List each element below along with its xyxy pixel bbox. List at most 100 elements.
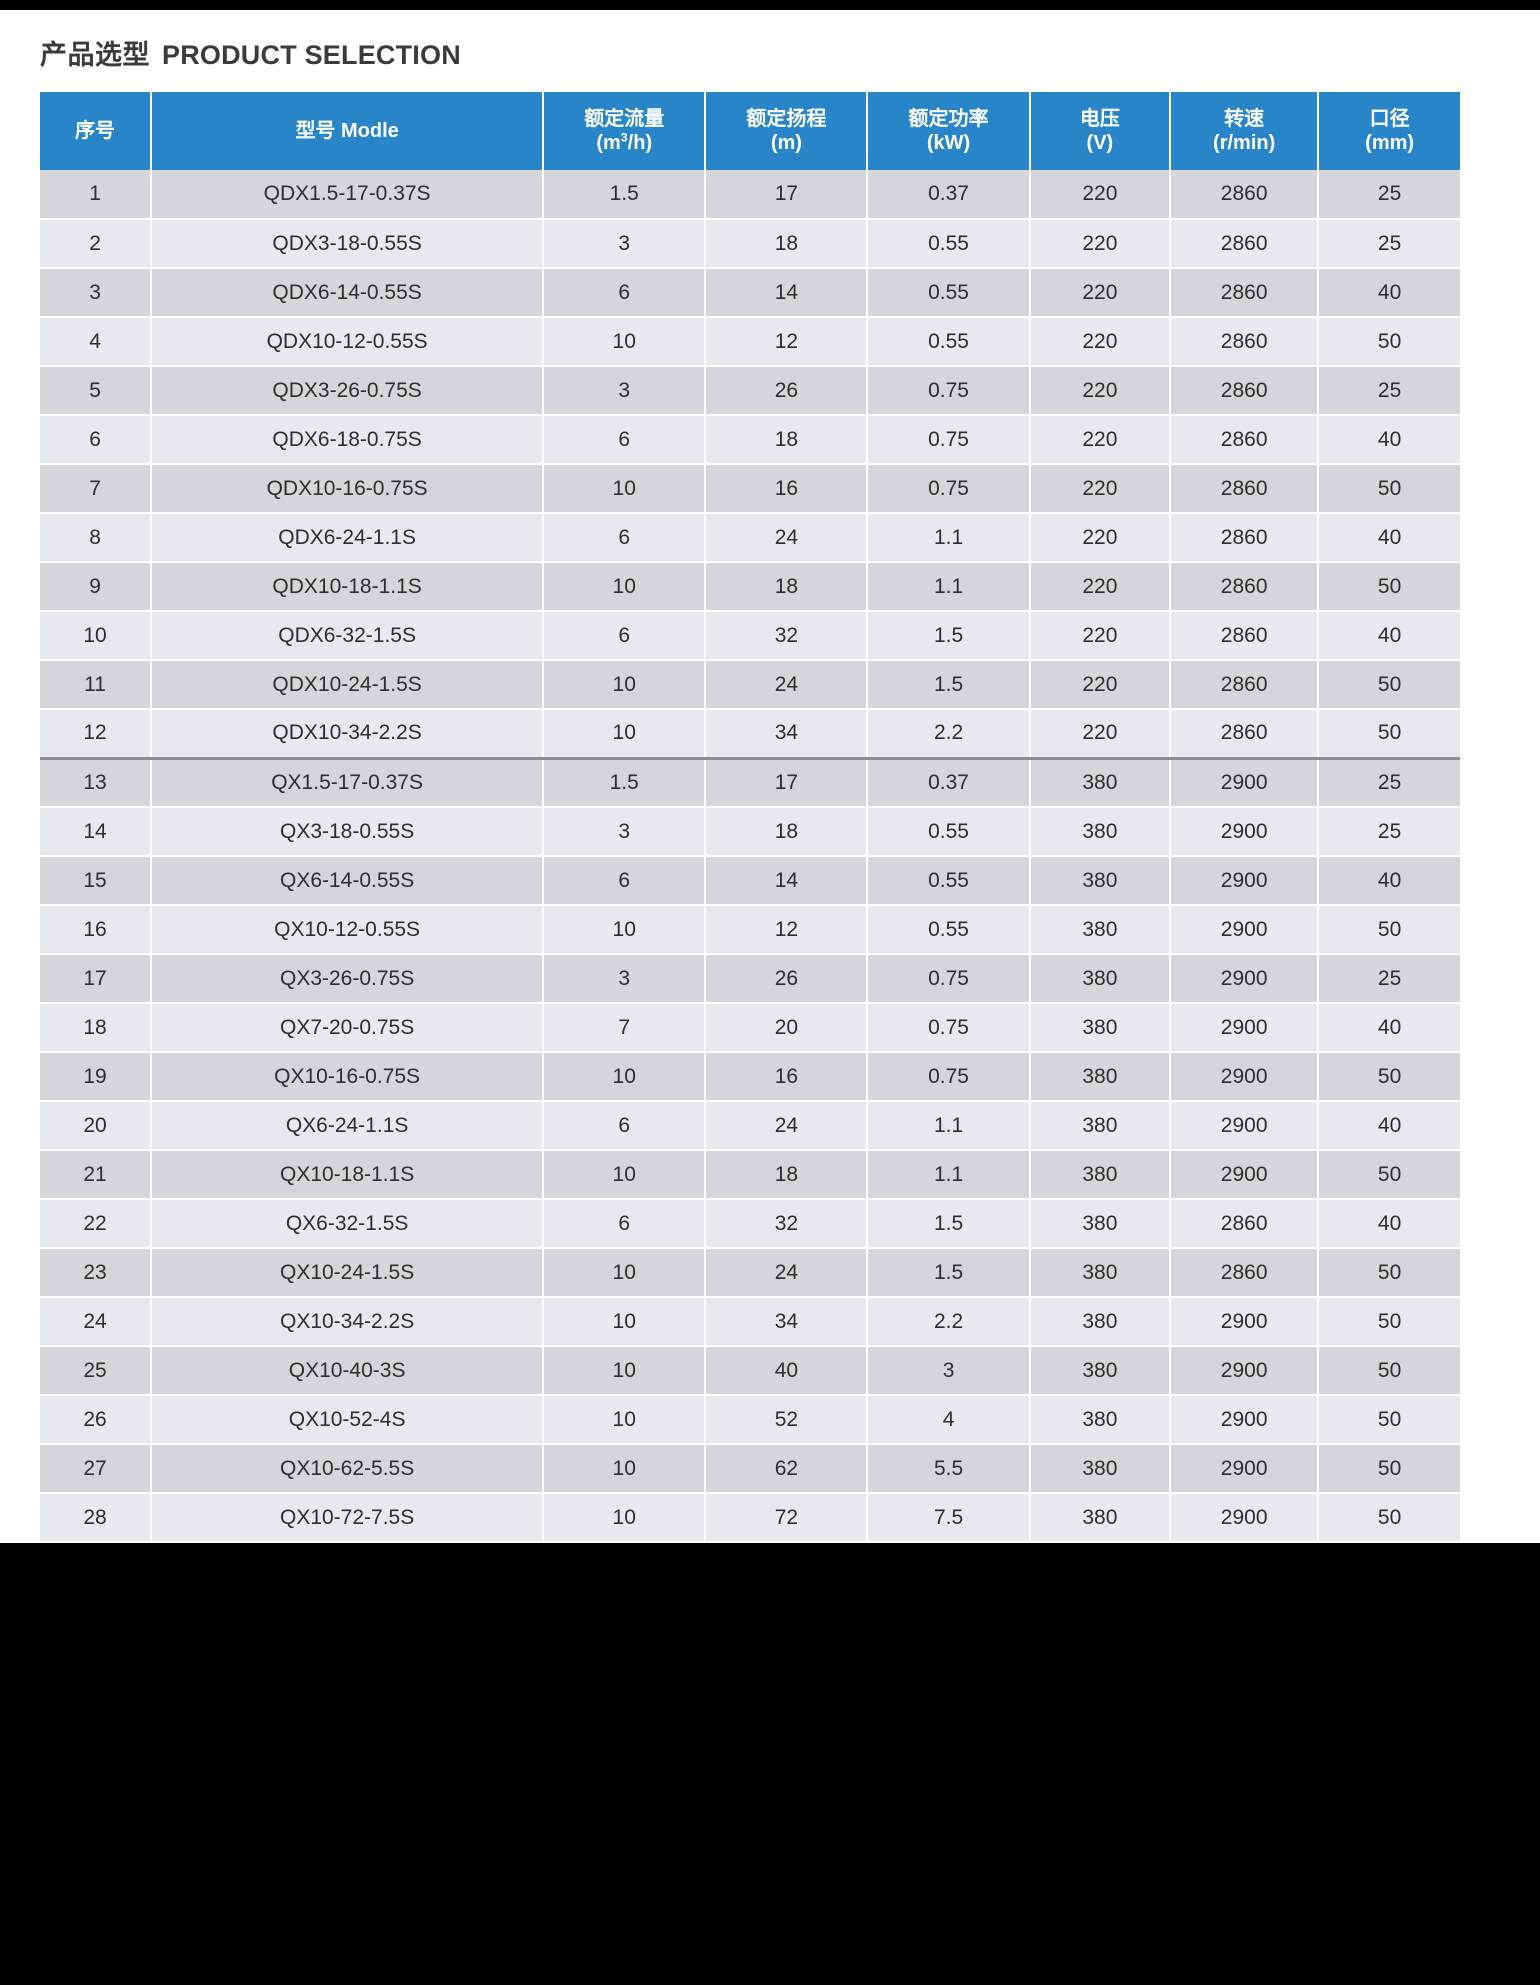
cell-flow: 10: [543, 1395, 707, 1445]
cell-dia: 25: [1318, 219, 1460, 269]
page-title: 产品选型 PRODUCT SELECTION: [40, 10, 1500, 92]
table-row[interactable]: 5 QDX3-26-0.75S 3 26 0.75 220 2860 25: [40, 366, 1460, 416]
cell-head: 34: [705, 1297, 869, 1347]
cell-head: 16: [705, 1052, 869, 1102]
cell-idx: 13: [40, 756, 153, 808]
cell-power: 1.1: [867, 562, 1031, 612]
cell-dia: 50: [1318, 1150, 1460, 1200]
cell-power: 4: [867, 1395, 1031, 1445]
table-row[interactable]: 3 QDX6-14-0.55S 6 14 0.55 220 2860 40: [40, 268, 1460, 318]
cell-speed: 2900: [1170, 756, 1320, 808]
cell-power: 0.75: [867, 366, 1031, 416]
table-row[interactable]: 28 QX10-72-7.5S 10 72 7.5 380 2900 50: [40, 1493, 1460, 1543]
cell-idx: 7: [40, 464, 153, 514]
cell-model: QX6-32-1.5S: [151, 1199, 545, 1249]
table-row[interactable]: 26 QX10-52-4S 10 52 4 380 2900 50: [40, 1395, 1460, 1445]
cell-idx: 12: [40, 709, 153, 759]
cell-head: 14: [705, 856, 869, 906]
cell-model: QX3-18-0.55S: [151, 807, 545, 857]
table-row[interactable]: 4 QDX10-12-0.55S 10 12 0.55 220 2860 50: [40, 317, 1460, 367]
cell-speed: 2900: [1170, 1493, 1320, 1543]
cell-speed: 2860: [1170, 268, 1320, 318]
cell-head: 14: [705, 268, 869, 318]
cell-head: 24: [705, 1248, 869, 1298]
table-row[interactable]: 19 QX10-16-0.75S 10 16 0.75 380 2900 50: [40, 1052, 1460, 1102]
table-row[interactable]: 20 QX6-24-1.1S 6 24 1.1 380 2900 40: [40, 1101, 1460, 1151]
cell-volt: 220: [1029, 709, 1172, 759]
table-row[interactable]: 9 QDX10-18-1.1S 10 18 1.1 220 2860 50: [40, 562, 1460, 612]
table-row[interactable]: 23 QX10-24-1.5S 10 24 1.5 380 2860 50: [40, 1248, 1460, 1298]
cell-dia: 50: [1318, 1444, 1460, 1494]
cell-power: 0.55: [867, 268, 1031, 318]
cell-dia: 40: [1318, 513, 1460, 563]
table-row[interactable]: 18 QX7-20-0.75S 7 20 0.75 380 2900 40: [40, 1003, 1460, 1053]
cell-flow: 7: [543, 1003, 707, 1053]
cell-volt: 220: [1029, 317, 1172, 367]
table-row[interactable]: 25 QX10-40-3S 10 40 3 380 2900 50: [40, 1346, 1460, 1396]
column-header-label-speed: 转速: [1224, 107, 1265, 130]
table-row[interactable]: 24 QX10-34-2.2S 10 34 2.2 380 2900 50: [40, 1297, 1460, 1347]
cell-idx: 9: [40, 562, 153, 612]
table-row[interactable]: 11 QDX10-24-1.5S 10 24 1.5 220 2860 50: [40, 660, 1460, 710]
cell-dia: 50: [1318, 709, 1460, 759]
table-row[interactable]: 10 QDX6-32-1.5S 6 32 1.5 220 2860 40: [40, 611, 1460, 661]
cell-flow: 10: [543, 1444, 707, 1494]
table-row[interactable]: 13 QX1.5-17-0.37S 1.5 17 0.37 380 2900 25: [40, 756, 1460, 808]
table-row[interactable]: 2 QDX3-18-0.55S 3 18 0.55 220 2860 25: [40, 219, 1460, 269]
cell-power: 2.2: [867, 1297, 1031, 1347]
table-row[interactable]: 8 QDX6-24-1.1S 6 24 1.1 220 2860 40: [40, 513, 1460, 563]
cell-dia: 25: [1318, 170, 1460, 220]
cell-power: 0.55: [867, 317, 1031, 367]
cell-model: QX6-14-0.55S: [151, 856, 545, 906]
cell-volt: 380: [1029, 954, 1172, 1004]
table-row[interactable]: 7 QDX10-16-0.75S 10 16 0.75 220 2860 50: [40, 464, 1460, 514]
table-row[interactable]: 1 QDX1.5-17-0.37S 1.5 17 0.37 220 2860 25: [40, 170, 1460, 220]
cell-idx: 22: [40, 1199, 153, 1249]
cell-dia: 50: [1318, 1052, 1460, 1102]
cell-flow: 10: [543, 1052, 707, 1102]
cell-flow: 10: [543, 464, 707, 514]
cell-power: 1.1: [867, 513, 1031, 563]
cell-head: 20: [705, 1003, 869, 1053]
cell-speed: 2900: [1170, 905, 1320, 955]
table-row[interactable]: 14 QX3-18-0.55S 3 18 0.55 380 2900 25: [40, 807, 1460, 857]
cell-dia: 40: [1318, 268, 1460, 318]
column-header-flow: 额定流量 (m3/h): [543, 92, 707, 170]
table-row[interactable]: 12 QDX10-34-2.2S 10 34 2.2 220 2860 50: [40, 709, 1460, 759]
cell-speed: 2860: [1170, 660, 1320, 710]
cell-volt: 220: [1029, 464, 1172, 514]
cell-idx: 10: [40, 611, 153, 661]
cell-model: QDX6-18-0.75S: [151, 415, 545, 465]
cell-volt: 380: [1029, 1052, 1172, 1102]
cell-power: 0.75: [867, 1052, 1031, 1102]
cell-volt: 380: [1029, 1395, 1172, 1445]
cell-dia: 40: [1318, 415, 1460, 465]
table-row[interactable]: 27 QX10-62-5.5S 10 62 5.5 380 2900 50: [40, 1444, 1460, 1494]
table-header-row: 序号 型号 Modle 额定流量 (m3/h) 额定扬程 (m) 额定功率 (kW) 电压 (V)…: [40, 92, 1460, 170]
cell-head: 40: [705, 1346, 869, 1396]
cell-volt: 220: [1029, 170, 1172, 220]
table-row[interactable]: 17 QX3-26-0.75S 3 26 0.75 380 2900 25: [40, 954, 1460, 1004]
table-row[interactable]: 15 QX6-14-0.55S 6 14 0.55 380 2900 40: [40, 856, 1460, 906]
bottom-black-bar: [0, 1927, 1540, 1985]
cell-idx: 1: [40, 170, 153, 220]
cell-power: 0.55: [867, 807, 1031, 857]
cell-speed: 2860: [1170, 415, 1320, 465]
table-row[interactable]: 16 QX10-12-0.55S 10 12 0.55 380 2900 50: [40, 905, 1460, 955]
cell-power: 2.2: [867, 709, 1031, 759]
cell-head: 26: [705, 954, 869, 1004]
cell-idx: 5: [40, 366, 153, 416]
cell-head: 52: [705, 1395, 869, 1445]
table-row[interactable]: 22 QX6-32-1.5S 6 32 1.5 380 2860 40: [40, 1199, 1460, 1249]
cell-model: QDX6-24-1.1S: [151, 513, 545, 563]
table-row[interactable]: 21 QX10-18-1.1S 10 18 1.1 380 2900 50: [40, 1150, 1460, 1200]
cell-volt: 380: [1029, 905, 1172, 955]
cell-flow: 6: [543, 415, 707, 465]
cell-model: QX7-20-0.75S: [151, 1003, 545, 1053]
cell-flow: 6: [543, 611, 707, 661]
cell-model: QX10-18-1.1S: [151, 1150, 545, 1200]
cell-speed: 2860: [1170, 170, 1320, 220]
table-row[interactable]: 6 QDX6-18-0.75S 6 18 0.75 220 2860 40: [40, 415, 1460, 465]
cell-dia: 25: [1318, 954, 1460, 1004]
cell-volt: 380: [1029, 1297, 1172, 1347]
